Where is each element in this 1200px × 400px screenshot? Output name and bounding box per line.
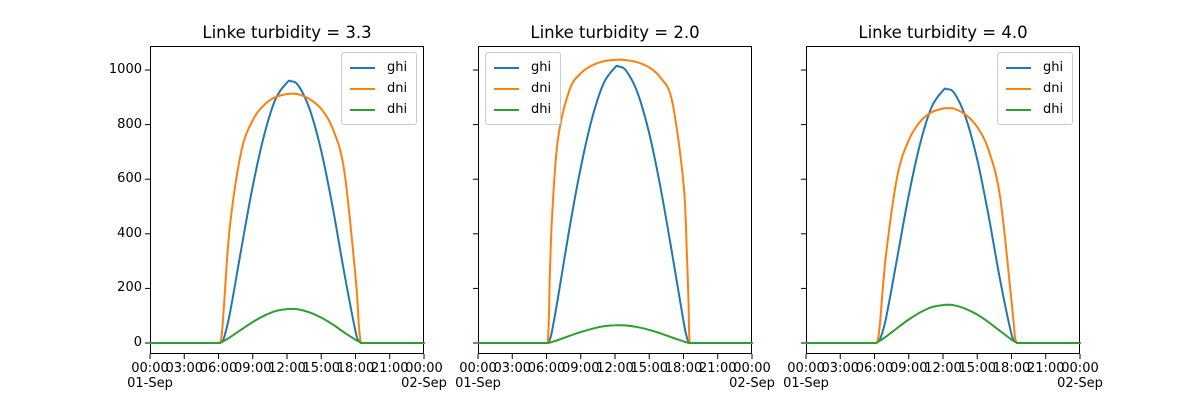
x-date-label: 01-Sep xyxy=(783,376,829,391)
dhi-line-swatch xyxy=(350,108,375,111)
y-tick-label: 400 xyxy=(117,225,142,241)
dhi-line-swatch xyxy=(1006,108,1031,111)
x-date-label: 02-Sep xyxy=(401,376,447,391)
legend-item-dni: dni xyxy=(998,78,1072,99)
x-tick-label: 00:00 xyxy=(131,361,169,376)
legend: ghi dni dhi xyxy=(485,52,561,125)
x-tick-label: 12:00 xyxy=(924,361,962,376)
curve-ghi xyxy=(477,64,753,344)
x-tick-label: 06:00 xyxy=(527,361,566,376)
x-tick-label: 06:00 xyxy=(855,361,894,376)
curve-dhi xyxy=(149,307,425,344)
x-tick-label: 00:00 xyxy=(733,361,771,376)
dni-line-swatch xyxy=(1006,87,1031,90)
legend-label-dni: dni xyxy=(531,80,552,96)
x-tick-label: 09:00 xyxy=(890,361,928,376)
x-tick-label: 21:00 xyxy=(699,361,737,376)
legend-label-dni: dni xyxy=(387,80,408,96)
subplot-title: Linke turbidity = 4.0 xyxy=(858,23,1028,42)
x-date-label: 02-Sep xyxy=(729,376,775,391)
y-tick-label: 800 xyxy=(117,116,142,132)
legend-item-dhi: dhi xyxy=(998,99,1072,120)
axes-area xyxy=(473,46,753,359)
curve-dni xyxy=(805,107,1081,344)
legend-label-ghi: ghi xyxy=(1043,59,1064,75)
legend-item-dni: dni xyxy=(486,78,560,99)
x-tick-label: 15:00 xyxy=(958,361,996,376)
x-tick-label: 15:00 xyxy=(630,361,668,376)
legend-label-ghi: ghi xyxy=(387,59,408,75)
x-tick-label: 00:00 xyxy=(459,361,497,376)
x-tick-label: 09:00 xyxy=(234,361,272,376)
legend-item-ghi: ghi xyxy=(998,57,1072,78)
dni-line-swatch xyxy=(494,87,519,90)
x-tick-label: 21:00 xyxy=(371,361,409,376)
x-tick-label: 12:00 xyxy=(596,361,634,376)
x-tick-label: 18:00 xyxy=(336,361,375,376)
legend-label-dhi: dhi xyxy=(387,101,408,117)
axes-frame xyxy=(806,46,1080,354)
x-tick-label: 00:00 xyxy=(1061,361,1099,376)
axes-frame xyxy=(150,46,424,354)
legend-item-ghi: ghi xyxy=(342,57,416,78)
y-tick-label: 600 xyxy=(117,171,142,187)
ghi-line-swatch xyxy=(350,66,375,69)
ghi-line-swatch xyxy=(1006,66,1031,69)
legend-label-dni: dni xyxy=(1043,80,1064,96)
axes-area xyxy=(801,46,1081,359)
legend: ghi dni dhi xyxy=(997,52,1073,125)
dni-line-swatch xyxy=(350,87,375,90)
x-tick-label: 15:00 xyxy=(302,361,340,376)
legend: ghi dni dhi xyxy=(341,52,417,125)
x-tick-label: 03:00 xyxy=(165,361,203,376)
subplot-linke-turbidity-3-3: Linke turbidity = 3.3 00:00 03:00 06:00 09:… xyxy=(109,0,447,400)
y-tick-label: 0 xyxy=(133,335,142,350)
x-tick-label: 21:00 xyxy=(1027,361,1065,376)
x-tick-label: 09:00 xyxy=(562,361,600,376)
axes-area xyxy=(145,46,425,359)
legend-label-dhi: dhi xyxy=(531,101,552,117)
legend-item-ghi: ghi xyxy=(486,57,560,78)
x-tick-label: 00:00 xyxy=(787,361,825,376)
x-tick-label: 00:00 xyxy=(405,361,443,376)
subplot-title: Linke turbidity = 3.3 xyxy=(202,23,372,42)
curve-dni xyxy=(149,92,425,344)
x-date-label: 02-Sep xyxy=(1057,376,1103,391)
x-tick-label: 03:00 xyxy=(493,361,531,376)
x-date-label: 01-Sep xyxy=(455,376,501,391)
dhi-line-swatch xyxy=(494,108,519,111)
axes-frame xyxy=(478,46,752,354)
x-tick-label: 18:00 xyxy=(992,361,1031,376)
subplot-title: Linke turbidity = 2.0 xyxy=(530,23,700,42)
x-tick-label: 18:00 xyxy=(664,361,703,376)
legend-item-dhi: dhi xyxy=(342,99,416,120)
subplot-linke-turbidity-4-0: Linke turbidity = 4.0 00:00 03:00 06:00 09:… xyxy=(783,0,1103,400)
subplot-linke-turbidity-2-0: Linke turbidity = 2.0 00:00 03:00 06:00 09:… xyxy=(455,0,775,400)
x-tick-label: 03:00 xyxy=(821,361,859,376)
legend-item-dni: dni xyxy=(342,78,416,99)
legend-label-ghi: ghi xyxy=(531,59,552,75)
curve-dni xyxy=(477,58,753,344)
y-tick-label: 200 xyxy=(117,280,142,296)
curve-dhi xyxy=(805,303,1081,344)
legend-item-dhi: dhi xyxy=(486,99,560,120)
x-date-label: 01-Sep xyxy=(127,376,173,391)
x-tick-label: 12:00 xyxy=(268,361,306,376)
curve-dhi xyxy=(477,324,753,344)
ghi-line-swatch xyxy=(494,66,519,69)
legend-label-dhi: dhi xyxy=(1043,101,1064,117)
x-tick-label: 06:00 xyxy=(199,361,238,376)
y-tick-label: 1000 xyxy=(108,62,142,77)
